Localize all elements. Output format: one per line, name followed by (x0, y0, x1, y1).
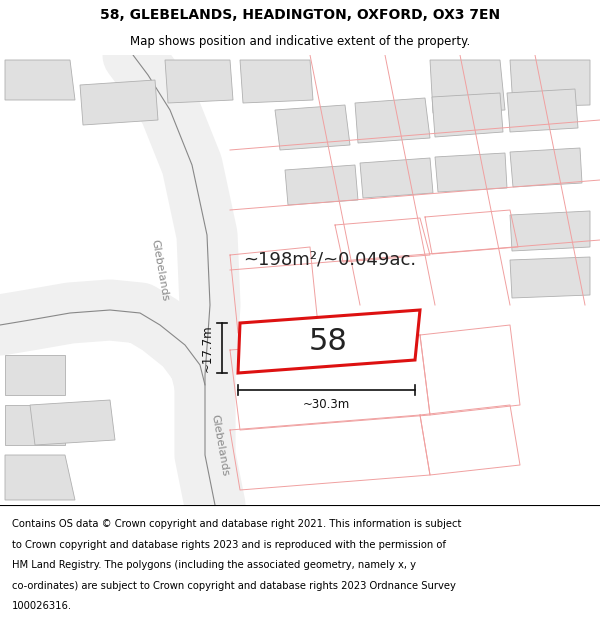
Polygon shape (275, 105, 350, 150)
Polygon shape (5, 455, 75, 500)
Polygon shape (355, 98, 430, 143)
Polygon shape (240, 60, 313, 103)
Polygon shape (432, 93, 503, 137)
Polygon shape (510, 60, 590, 107)
Polygon shape (30, 400, 115, 445)
Polygon shape (285, 165, 358, 205)
Text: Glebelands: Glebelands (149, 238, 170, 302)
Polygon shape (510, 211, 590, 251)
Text: co-ordinates) are subject to Crown copyright and database rights 2023 Ordnance S: co-ordinates) are subject to Crown copyr… (12, 581, 456, 591)
Polygon shape (510, 148, 582, 187)
Polygon shape (507, 89, 578, 132)
Text: ~17.7m: ~17.7m (201, 324, 214, 372)
Text: Map shows position and indicative extent of the property.: Map shows position and indicative extent… (130, 35, 470, 48)
Polygon shape (5, 405, 65, 445)
Polygon shape (430, 60, 505, 113)
Text: Contains OS data © Crown copyright and database right 2021. This information is : Contains OS data © Crown copyright and d… (12, 519, 461, 529)
Polygon shape (435, 153, 507, 192)
Polygon shape (510, 257, 590, 298)
Polygon shape (80, 80, 158, 125)
Text: 58: 58 (309, 327, 347, 356)
Text: to Crown copyright and database rights 2023 and is reproduced with the permissio: to Crown copyright and database rights 2… (12, 540, 446, 550)
Polygon shape (360, 158, 433, 198)
Polygon shape (238, 310, 420, 373)
Text: Glebelands: Glebelands (209, 413, 230, 477)
Text: ~198m²/~0.049ac.: ~198m²/~0.049ac. (244, 251, 416, 269)
Polygon shape (5, 355, 65, 395)
Polygon shape (165, 60, 233, 103)
Polygon shape (5, 60, 75, 100)
Text: 58, GLEBELANDS, HEADINGTON, OXFORD, OX3 7EN: 58, GLEBELANDS, HEADINGTON, OXFORD, OX3 … (100, 8, 500, 22)
Text: HM Land Registry. The polygons (including the associated geometry, namely x, y: HM Land Registry. The polygons (includin… (12, 560, 416, 570)
Text: 100026316.: 100026316. (12, 601, 72, 611)
Text: ~30.3m: ~30.3m (303, 398, 350, 411)
